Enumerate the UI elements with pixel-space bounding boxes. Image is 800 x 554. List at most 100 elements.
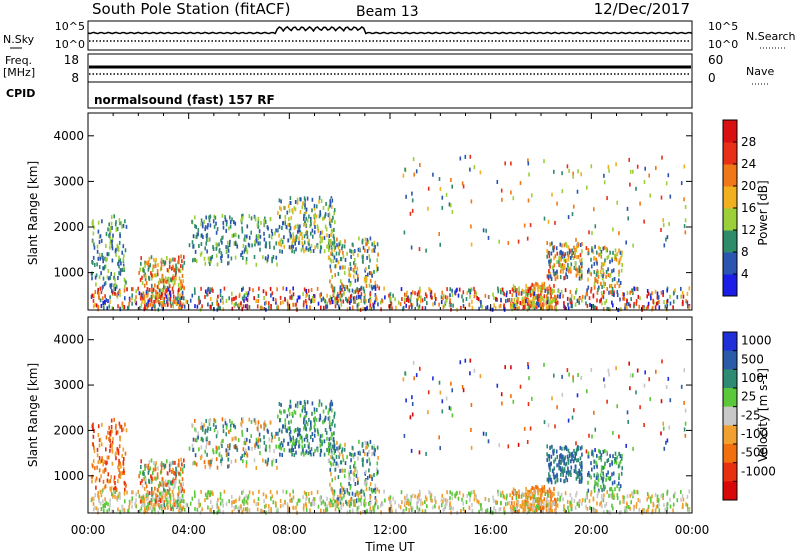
- power-echo: [323, 305, 325, 310]
- velocity-echo: [365, 470, 367, 474]
- velocity-echo: [607, 368, 610, 373]
- power-echo: [113, 272, 116, 277]
- power-echo: [629, 290, 631, 295]
- velocity-echo: [503, 495, 506, 500]
- power-echo: [446, 295, 449, 300]
- power-echo: [313, 203, 316, 208]
- power-echo: [662, 292, 664, 297]
- power-echo: [405, 297, 408, 302]
- power-echo: [206, 249, 208, 254]
- power-echo: [241, 296, 244, 301]
- power-echo: [194, 215, 196, 220]
- velocity-echo: [326, 507, 329, 512]
- power-echo: [607, 254, 610, 259]
- power-echo: [527, 305, 530, 310]
- power-echo: [102, 266, 104, 271]
- power-echo: [336, 294, 339, 299]
- power-echo: [572, 171, 574, 176]
- velocity-echo: [324, 502, 327, 507]
- velocity-echo: [527, 501, 529, 506]
- power-echo: [323, 249, 326, 254]
- velocity-echo: [427, 390, 430, 395]
- velocity-echo: [554, 497, 556, 502]
- velocity-echo: [532, 490, 535, 495]
- velocity-echo: [581, 452, 583, 457]
- velocity-echo: [556, 503, 559, 508]
- velocity-echo: [195, 428, 197, 433]
- power-echo: [157, 293, 160, 298]
- power-echo: [169, 297, 171, 302]
- velocity-echo: [123, 508, 125, 513]
- power-echo: [666, 288, 668, 293]
- power-echo: [98, 240, 101, 245]
- velocity-echo: [222, 510, 225, 515]
- velocity-echo: [574, 468, 577, 472]
- velocity-echo: [152, 496, 154, 501]
- velocity-echo: [548, 508, 551, 513]
- velocity-echo: [524, 499, 526, 504]
- power-echo: [257, 235, 259, 240]
- velocity-echo: [554, 480, 557, 485]
- power-echo: [323, 297, 326, 302]
- velocity-echo: [143, 477, 145, 481]
- power-echo: [537, 283, 539, 288]
- power-echo: [111, 258, 114, 263]
- velocity-echo: [341, 468, 343, 473]
- power-echo: [602, 268, 604, 273]
- velocity-echo: [354, 482, 357, 486]
- power-echo: [598, 245, 600, 250]
- velocity-echo: [222, 429, 225, 434]
- power-echo: [111, 290, 114, 295]
- power-echo: [635, 186, 637, 191]
- nsky-tick-top: 10^5: [55, 20, 85, 33]
- velocity-echo: [440, 503, 443, 508]
- power-echo: [154, 273, 156, 278]
- power-echo: [165, 279, 167, 284]
- power-echo: [271, 291, 274, 296]
- power-echo: [463, 306, 466, 311]
- power-echo: [121, 267, 124, 272]
- power-echo: [372, 247, 375, 252]
- velocity-echo: [107, 472, 110, 477]
- power-echo: [141, 275, 143, 280]
- power-echo: [312, 249, 315, 253]
- velocity-echo: [305, 449, 308, 454]
- velocity-echo: [593, 459, 596, 464]
- power-echo: [196, 232, 198, 237]
- velocity-echo: [366, 508, 368, 513]
- velocity-echo: [449, 496, 451, 501]
- power-echo: [569, 266, 572, 271]
- velocity-echo: [487, 439, 490, 444]
- power-echo: [328, 212, 331, 217]
- power-echo: [329, 264, 332, 269]
- velocity-echo: [378, 489, 380, 494]
- power-echo: [383, 286, 385, 291]
- velocity-scatter: [90, 358, 691, 515]
- velocity-echo: [666, 438, 669, 443]
- power-echo: [298, 241, 300, 245]
- power-echo: [603, 284, 605, 289]
- velocity-echo: [233, 499, 236, 504]
- power-echo: [377, 252, 379, 257]
- power-echo: [274, 231, 276, 236]
- power-echo: [613, 277, 616, 281]
- velocity-echo: [564, 445, 567, 450]
- power-echo: [191, 219, 193, 224]
- velocity-echo: [197, 431, 200, 436]
- velocity-echo: [165, 482, 167, 487]
- velocity-echo: [411, 508, 413, 513]
- velocity-echo: [245, 463, 248, 468]
- power-echo: [613, 292, 615, 297]
- power-echo: [364, 248, 366, 253]
- power-echo: [615, 257, 618, 262]
- velocity-echo: [211, 505, 214, 509]
- velocity-echo: [252, 491, 254, 496]
- velocity-echo: [342, 487, 345, 492]
- velocity-echo: [113, 487, 115, 492]
- velocity-echo: [598, 448, 600, 453]
- power-echo: [539, 294, 541, 299]
- power-echo: [265, 241, 267, 246]
- power-echo: [682, 294, 685, 299]
- power-echo: [460, 305, 462, 310]
- power-echo: [637, 294, 640, 299]
